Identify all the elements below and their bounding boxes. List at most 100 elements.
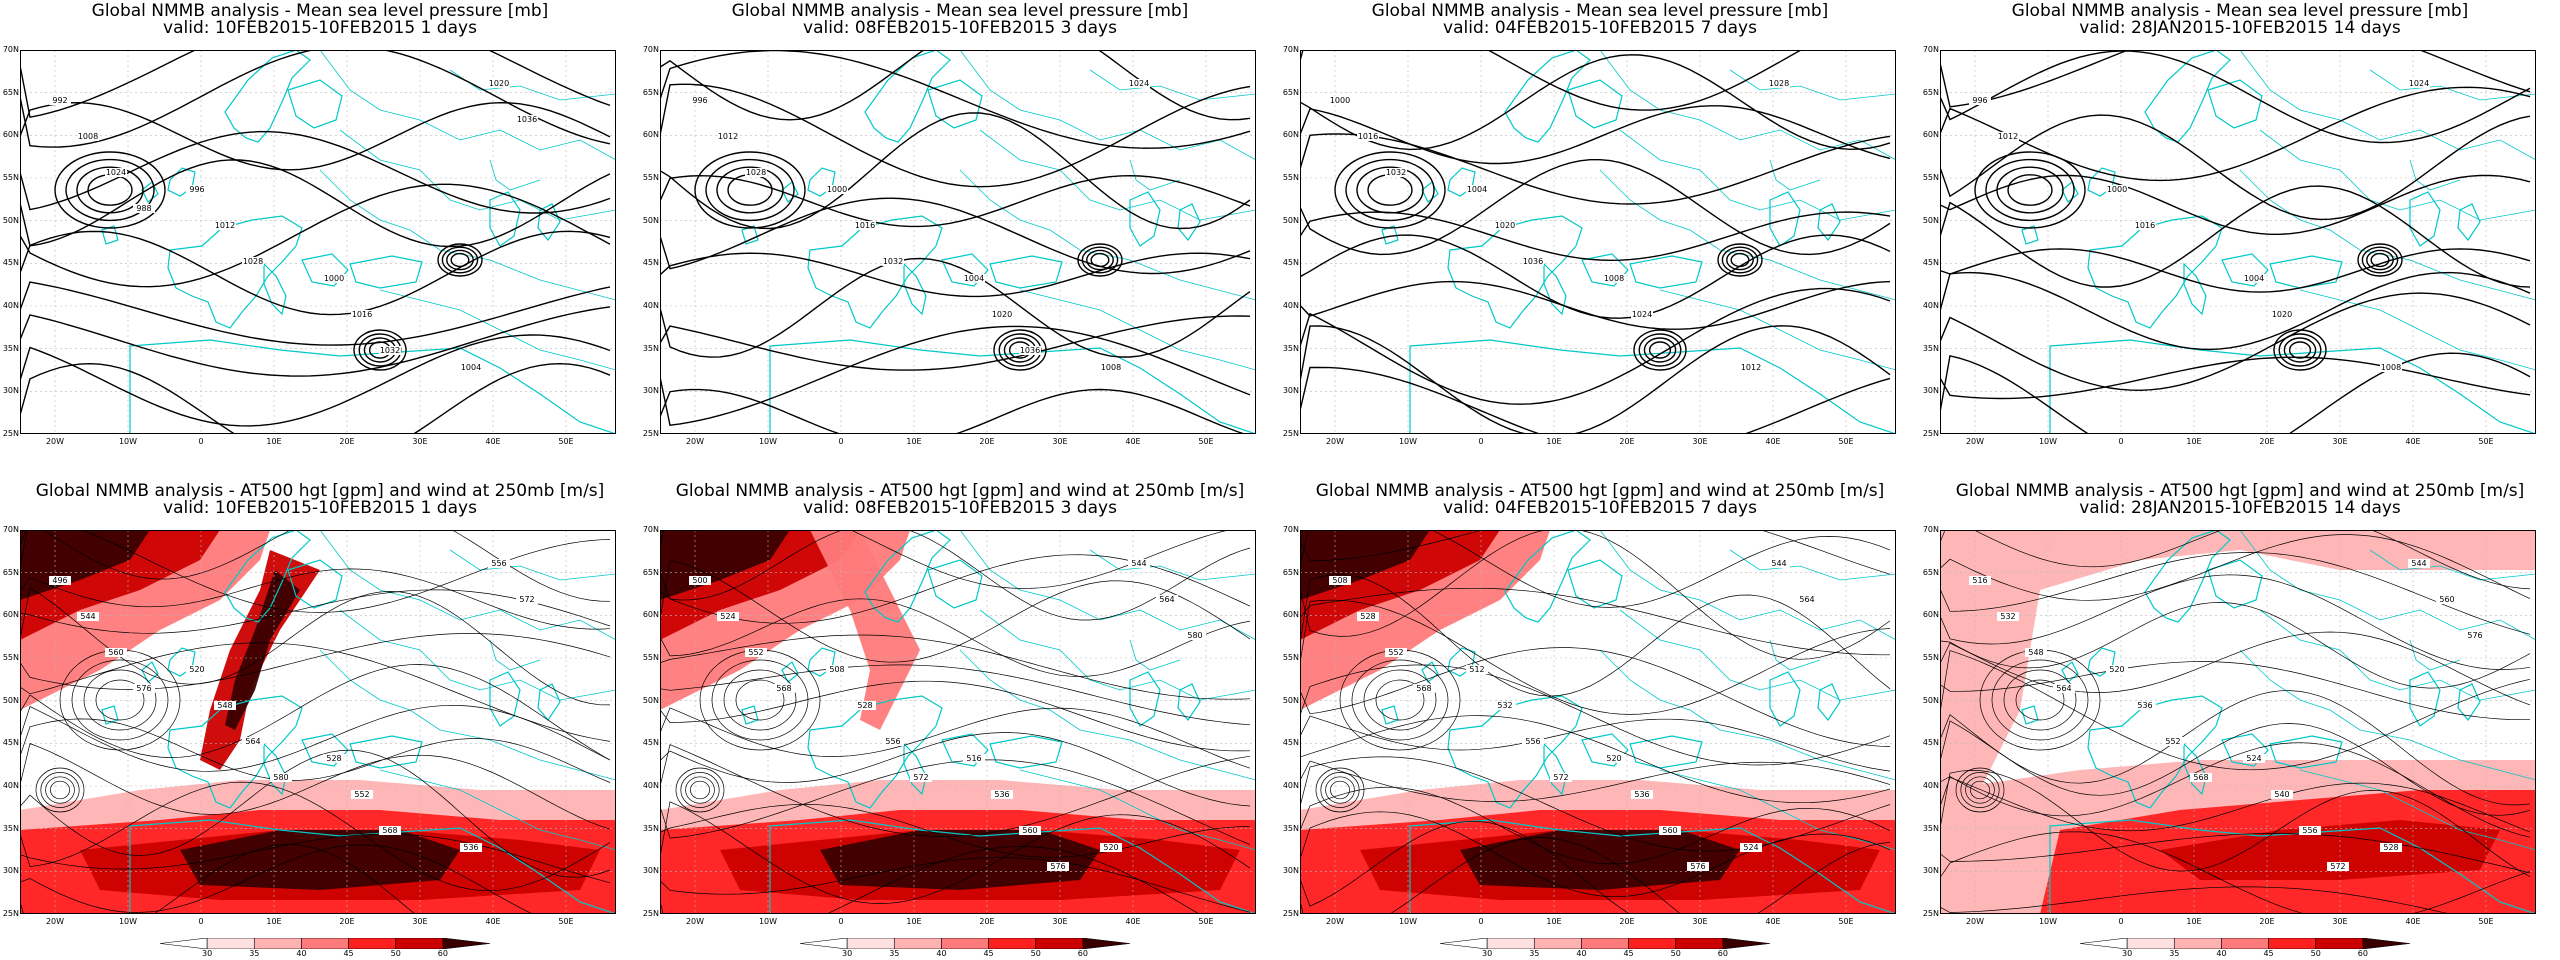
- lon-label: 20W: [45, 437, 65, 446]
- panel-title: Global NMMB analysis - AT500 hgt [gpm] a…: [1955, 481, 2525, 501]
- contour-label: 508: [1332, 576, 1347, 585]
- contour-label: 1024: [1632, 310, 1652, 319]
- lon-label: 10E: [266, 917, 282, 926]
- contour-label: 1008: [1604, 274, 1624, 283]
- coastlines: [1381, 530, 1896, 914]
- lat-label: 60N: [1922, 610, 1939, 620]
- map-panel-mslp-14: Global NMMB analysis - Mean sea level pr…: [1920, 0, 2560, 480]
- map-canvas: 992 996 1000 1004 1008 1012 1016 1020 1024 1028 10…: [20, 50, 616, 434]
- colorbar-tick: 50: [390, 949, 401, 958]
- lat-label: 60N: [1282, 130, 1299, 140]
- lon-label: 30E: [412, 917, 428, 926]
- contour-label: 568: [2193, 773, 2208, 782]
- lat-label: 25N: [1922, 909, 1939, 918]
- contour-label: 1004: [1467, 185, 1487, 194]
- lat-label: 50N: [1922, 695, 1939, 705]
- lat-label: 50N: [642, 695, 659, 705]
- contour-label: 500: [692, 576, 707, 585]
- lat-label: 30N: [642, 866, 659, 876]
- lat-label: 60N: [642, 130, 659, 140]
- lon-label: 30E: [412, 437, 428, 446]
- lon-label: 20E: [2259, 437, 2275, 446]
- wind-shading: [1300, 530, 1896, 914]
- lat-label: 25N: [2, 909, 19, 918]
- contour-label: 572: [519, 595, 534, 604]
- map-plot: 996 1000 1004 1008 1012 1016 1020 1024 1028 1032 1…: [660, 50, 1256, 434]
- colorbar-tick: 40: [2216, 949, 2227, 958]
- contour-label: 524: [2246, 754, 2261, 763]
- contour-label: 568: [1416, 684, 1431, 693]
- contour-label: 1012: [1998, 132, 2018, 141]
- contour-label: 572: [913, 773, 928, 782]
- wind-colorbar: [2080, 938, 2410, 949]
- lon-label: 10E: [2186, 917, 2202, 926]
- lat-label: 45N: [642, 738, 659, 748]
- lat-label: 35N: [1282, 823, 1299, 833]
- contour-label: 1028: [1769, 79, 1789, 88]
- contour-label: 992: [52, 96, 67, 105]
- contour-label: 536: [1634, 790, 1649, 799]
- contour-label: 528: [326, 754, 341, 763]
- lat-label: 70N: [2, 525, 19, 534]
- lat-label: 65N: [642, 87, 659, 97]
- map-canvas: 996 1000 1004 1008 1012 1016 1020 1024 1028 1032 1…: [660, 50, 1256, 434]
- lat-label: 45N: [1922, 258, 1939, 268]
- contour-label: 552: [1388, 648, 1403, 657]
- lat-label: 45N: [1922, 738, 1939, 748]
- graticule: [660, 530, 1256, 914]
- lat-label: 65N: [1282, 87, 1299, 97]
- contour-labels: 500 508 516 520 524 528 536 544 552 556 560 564 568 5…: [689, 559, 1206, 871]
- lat-label: 60N: [1282, 610, 1299, 620]
- lon-label: 10E: [1546, 437, 1562, 446]
- lon-label: 10E: [1546, 917, 1562, 926]
- contour-label: 520: [1606, 754, 1621, 763]
- lon-label: 10W: [118, 917, 138, 926]
- contour-label: 1028: [746, 168, 766, 177]
- contour-label: 1004: [964, 274, 984, 283]
- colorbar-tick: 40: [1576, 949, 1587, 958]
- graticule: [1300, 530, 1896, 914]
- lat-label: 60N: [2, 130, 19, 140]
- colorbar-tick: 60: [1077, 949, 1088, 958]
- lon-label: 0: [838, 437, 844, 446]
- contour-label: 1000: [1330, 96, 1350, 105]
- wind-shading: [1940, 530, 2536, 914]
- contour-label: 540: [2274, 790, 2289, 799]
- map-canvas: 516 520 524 528 532 536 540 544 548 552 556 560 564 5…: [1940, 530, 2536, 914]
- lat-label: 45N: [1282, 738, 1299, 748]
- lat-label: 65N: [642, 567, 659, 577]
- lon-label: 20W: [45, 917, 65, 926]
- lon-label: 20W: [685, 437, 705, 446]
- wind-shading: [20, 530, 616, 914]
- isolines: [20, 50, 611, 434]
- lon-label: 10W: [758, 917, 778, 926]
- lon-label: 10W: [2038, 437, 2058, 446]
- contour-label: 564: [1159, 595, 1174, 604]
- contour-label: 1012: [215, 221, 235, 230]
- contour-label: 508: [829, 665, 844, 674]
- lon-label: 10W: [2038, 917, 2058, 926]
- lon-label: 50E: [1838, 437, 1854, 446]
- panel-title: Global NMMB analysis - AT500 hgt [gpm] a…: [1315, 481, 1885, 501]
- lon-label: 10E: [906, 917, 922, 926]
- contour-label: 572: [1553, 773, 1568, 782]
- map-plot: 992 996 1000 1004 1008 1012 1016 1020 1024 1028 10…: [20, 50, 616, 434]
- isolines: [1940, 530, 2531, 914]
- contour-labels: 1000 1004 1008 1012 1016 1020 1024 1028 1032 1036: [1329, 79, 1790, 372]
- panel-validity: valid: 08FEB2015-10FEB2015 3 days: [803, 498, 1117, 518]
- lat-label: 35N: [1282, 343, 1299, 353]
- lat-label: 30N: [2, 866, 19, 876]
- panel-validity: valid: 08FEB2015-10FEB2015 3 days: [803, 18, 1117, 38]
- contour-label: 1036: [1020, 346, 1040, 355]
- wind-colorbar: [1440, 938, 1770, 949]
- lon-label: 30E: [1692, 437, 1708, 446]
- lat-label: 50N: [2, 695, 19, 705]
- contour-label: 528: [857, 701, 872, 710]
- contour-label: 1020: [1495, 221, 1515, 230]
- lat-label: 40N: [2, 301, 19, 310]
- contour-label: 1000: [827, 185, 847, 194]
- map-panel-mslp-1: Global NMMB analysis - Mean sea level pr…: [0, 0, 640, 480]
- lat-label: 55N: [1922, 173, 1939, 182]
- contour-label: 996: [189, 185, 204, 194]
- lat-label: 30N: [1282, 386, 1299, 396]
